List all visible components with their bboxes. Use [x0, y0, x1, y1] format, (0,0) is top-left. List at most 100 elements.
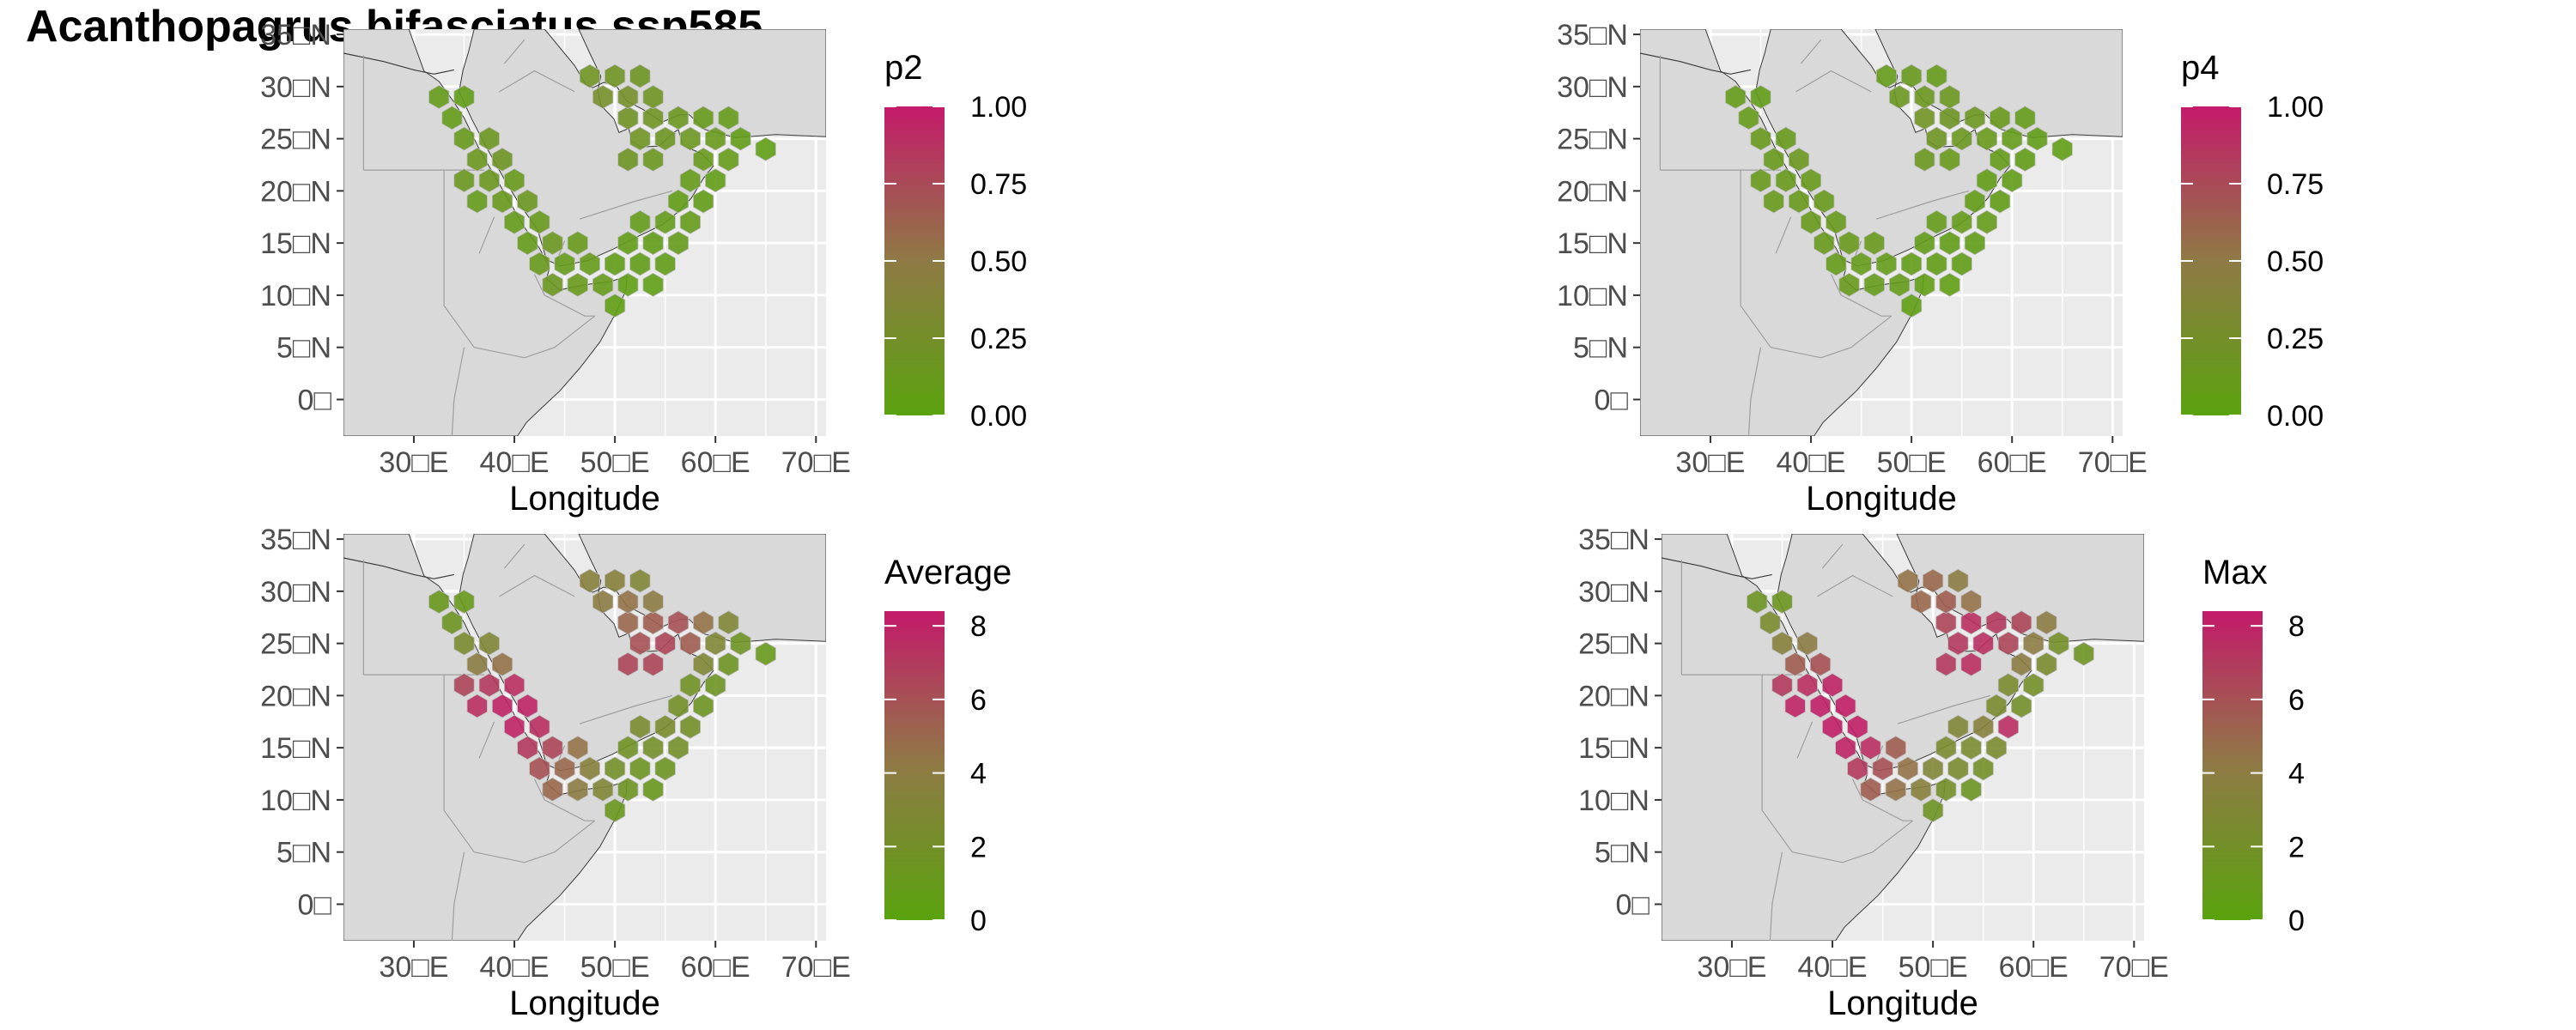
hex-cell [1960, 651, 1982, 676]
hex-cell [642, 231, 664, 256]
hex-cell [592, 777, 614, 802]
hex-cell [1814, 231, 1835, 256]
hex-cell [617, 272, 639, 297]
hex-cell [679, 714, 701, 739]
hex-cell [642, 272, 664, 297]
hex-cell [478, 631, 500, 656]
hex-cell [1885, 777, 1906, 802]
coastline-north [1662, 557, 1772, 579]
legend-label: 2 [2288, 831, 2305, 863]
x-tick-label: 50□E [580, 951, 650, 984]
x-tick-label: 70□E [2078, 446, 2148, 479]
hex-cell [1972, 631, 1994, 656]
hex-cell [1821, 673, 1844, 698]
hex-cell [642, 590, 664, 614]
hex-cell [642, 147, 664, 172]
hex-cell [654, 126, 676, 151]
hex-cell [542, 777, 563, 802]
legend-label: 0.00 [970, 400, 1027, 433]
hex-cell [654, 251, 676, 276]
legend-label: 0.75 [2267, 168, 2324, 201]
country-border [1775, 216, 1792, 254]
y-tick-label: 30□N [260, 71, 331, 104]
hex-cell [642, 106, 664, 130]
y-tick-label: 0□ [298, 888, 332, 921]
hex-cell [654, 631, 676, 656]
hex-cell [1951, 209, 1972, 234]
country-border [1771, 315, 1893, 359]
hex-cell [1935, 736, 1957, 760]
country-border [1795, 70, 1872, 93]
x-tick-label: 50□E [1899, 951, 1968, 984]
hex-cell [1800, 168, 1822, 193]
x-tick-label: 60□E [681, 446, 750, 479]
hex-cell [529, 251, 550, 276]
hex-cell [1990, 189, 2011, 214]
hex-cell [2036, 610, 2057, 635]
legend-label: 0.25 [2267, 323, 2324, 355]
legend-label: 0 [2288, 905, 2305, 937]
hex-cell [428, 85, 450, 109]
hex-cell [1939, 231, 1960, 256]
hex-cell [1835, 694, 1856, 718]
hex-cell [1914, 147, 1935, 172]
x-tick-label: 30□E [379, 446, 448, 479]
hex-cell [629, 714, 651, 739]
hex-cell [693, 651, 714, 676]
hex-cell [667, 694, 689, 718]
x-tick-label: 30□E [1697, 951, 1766, 984]
hex-cell [504, 209, 526, 234]
country-border [478, 216, 495, 254]
y-tick-label: 10□N [260, 280, 331, 312]
country-border [474, 315, 596, 359]
hex-cell [1964, 189, 1986, 214]
hex-cell [605, 64, 626, 88]
hex-cell [1900, 64, 1923, 88]
hex-cell [1788, 189, 1810, 214]
hex-cell [1910, 590, 1932, 614]
hex-cell [1972, 714, 1994, 739]
hex-cell [529, 209, 550, 234]
x-axis-title: Longitude [509, 985, 660, 1022]
hex-cell [629, 209, 651, 234]
hex-cell [679, 168, 701, 193]
hex-cell [755, 641, 776, 666]
hex-cell [617, 231, 639, 256]
hex-cell [679, 631, 701, 656]
country-border [1875, 190, 1970, 220]
hex-cell [1926, 126, 1947, 151]
hex-cell [2002, 126, 2023, 151]
hex-cell [1838, 231, 1860, 256]
y-tick-label: 30□N [260, 576, 331, 609]
x-tick-label: 40□E [1798, 951, 1868, 984]
x-axis-title: Longitude [509, 480, 660, 518]
hex-cell [2011, 651, 2032, 676]
hex-cell [1914, 85, 1935, 109]
hex-cell [1847, 756, 1868, 781]
x-tick-label: 40□E [1777, 446, 1846, 479]
hex-cell [605, 251, 626, 276]
y-tick-label: 10□N [1557, 280, 1628, 312]
hex-cell [2002, 168, 2023, 193]
hex-cell [1935, 590, 1957, 614]
coastline-north [1640, 52, 1751, 75]
hex-cell [705, 168, 726, 193]
x-tick-label: 50□E [580, 446, 650, 479]
legend-label: 4 [2288, 758, 2305, 791]
hex-cell [1976, 168, 1998, 193]
hex-cell [617, 610, 639, 635]
hex-cell [629, 64, 651, 88]
legend-label: 6 [2288, 684, 2305, 717]
hex-cell [605, 294, 626, 318]
x-axis-title: Longitude [1827, 985, 1978, 1022]
country-border [443, 170, 475, 348]
hex-cell [1747, 590, 1768, 614]
hex-cell [617, 777, 639, 802]
hex-cell [1960, 610, 1982, 635]
hex-cell [1897, 568, 1918, 593]
hex-cell [1826, 209, 1847, 234]
legend-title: p4 [2181, 49, 2220, 87]
country-border [1851, 779, 1913, 821]
hex-cell [679, 209, 701, 234]
hex-cell [1997, 631, 2020, 656]
